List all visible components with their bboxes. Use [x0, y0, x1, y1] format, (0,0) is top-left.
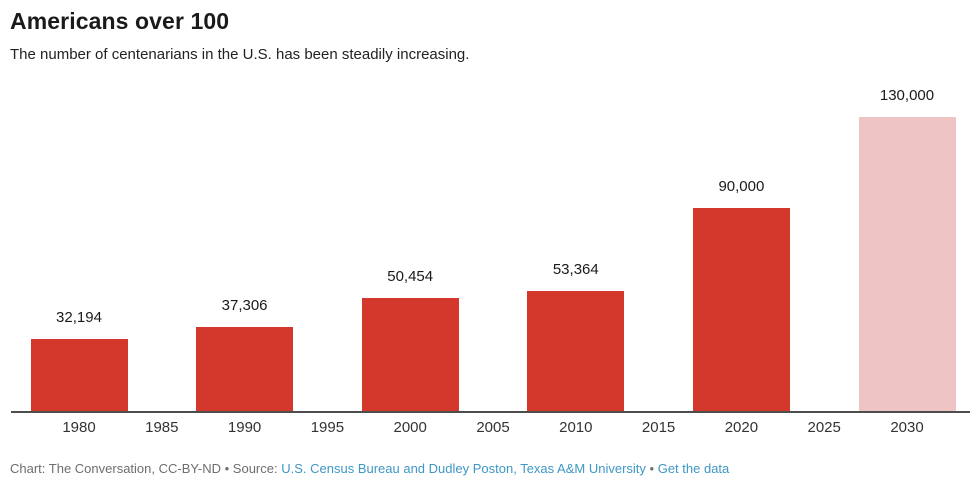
- bar-2010[interactable]: [527, 291, 625, 412]
- get-the-data-link[interactable]: Get the data: [657, 461, 730, 476]
- x-tick-label-1990: 1990: [227, 419, 262, 436]
- bar-value-label-2030: 130,000: [879, 87, 935, 104]
- bar-1990[interactable]: [196, 327, 294, 412]
- bar-value-label-2000: 50,454: [387, 268, 434, 285]
- footer-separator: •: [224, 461, 230, 476]
- x-tick-label-2020: 2020: [724, 419, 759, 436]
- bar-2030[interactable]: [858, 117, 956, 412]
- bar-2000[interactable]: [361, 298, 459, 412]
- bar-value-label-2020: 90,000: [718, 178, 765, 195]
- bar-1980[interactable]: [30, 339, 128, 412]
- source-link[interactable]: U.S. Census Bureau and Dudley Poston, Te…: [281, 461, 646, 476]
- x-tick-label-1985: 1985: [145, 419, 179, 436]
- bar-chart-plot-area: 32,194 37,306 50,454 53,364 90,000 130,000: [0, 85, 980, 413]
- x-tick-label-2030: 2030: [890, 419, 924, 436]
- x-tick-label-2000: 2000: [393, 419, 427, 436]
- x-axis-line: [11, 411, 970, 413]
- footer-source-prefix: Source:: [232, 461, 278, 476]
- footer-separator-2: •: [649, 461, 655, 476]
- x-axis-tick-labels: 1980 1985 1990 1995 2000 2005 2010 2015 2020 2025…: [0, 419, 980, 441]
- x-tick-label-2010: 2010: [559, 419, 593, 436]
- chart-footer: Chart: The Conversation, CC-BY-ND • Sour…: [10, 461, 970, 476]
- bar-value-label-1990: 37,306: [221, 297, 268, 314]
- x-tick-label-1995: 1995: [310, 419, 345, 436]
- x-tick-label-2005: 2005: [476, 419, 510, 436]
- x-tick-label-2025: 2025: [807, 419, 841, 436]
- footer-attribution: Chart: The Conversation, CC-BY-ND: [10, 461, 221, 476]
- chart-header: Americans over 100 The number of centena…: [10, 8, 970, 63]
- bar-value-label-2010: 53,364: [552, 261, 599, 278]
- chart-subtitle: The number of centenarians in the U.S. h…: [10, 46, 470, 63]
- bar-2020[interactable]: [692, 208, 790, 412]
- chart-title: Americans over 100: [10, 8, 230, 34]
- x-tick-label-1980: 1980: [62, 419, 96, 436]
- bar-value-label-1980: 32,194: [56, 309, 102, 326]
- x-tick-label-2015: 2015: [641, 419, 676, 436]
